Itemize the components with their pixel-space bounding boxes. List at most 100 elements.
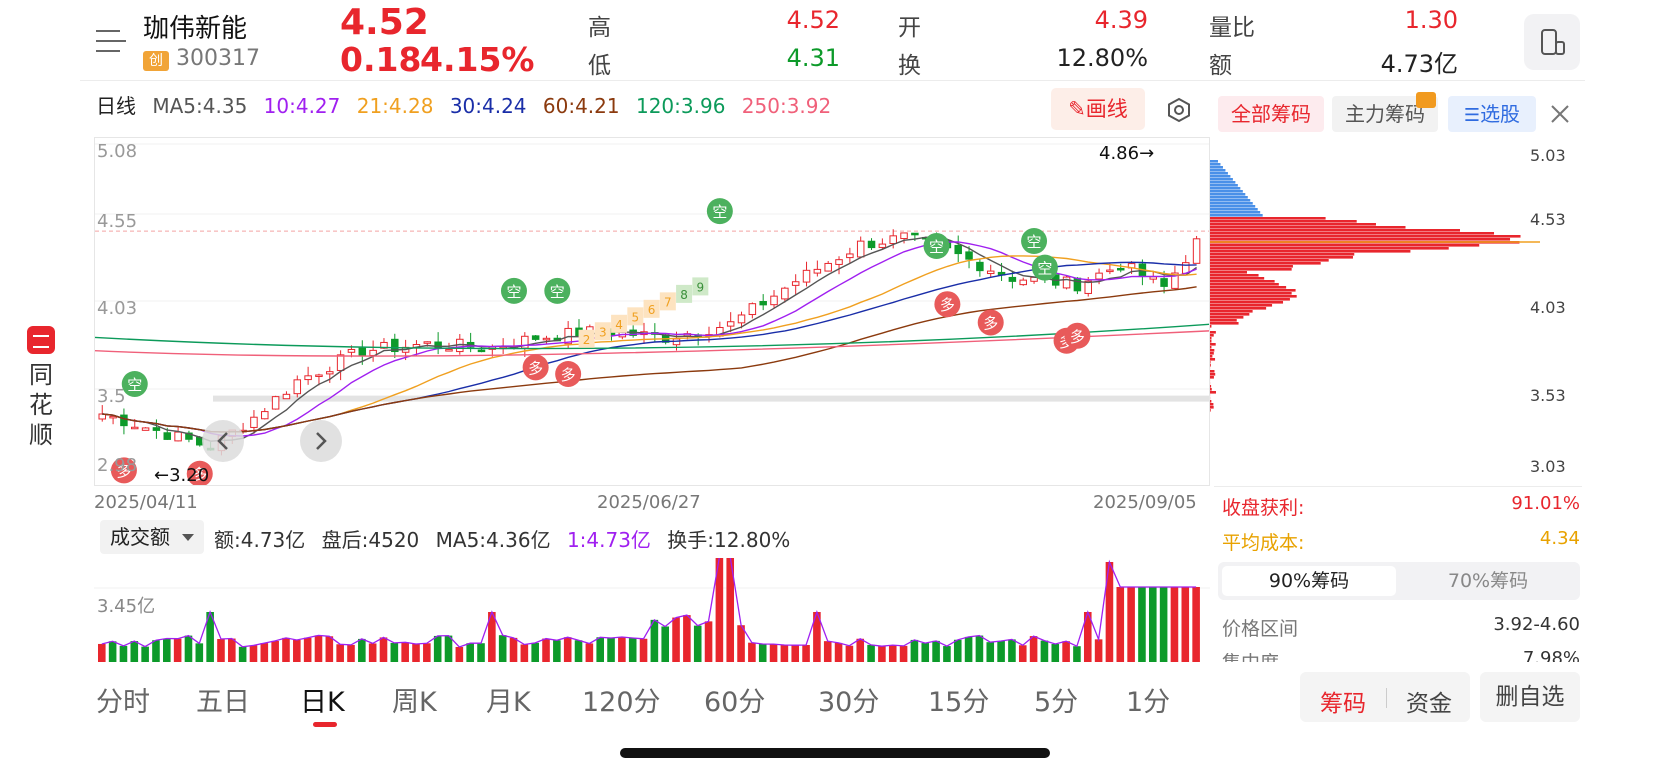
chip-bar: [1210, 202, 1253, 205]
tab-period[interactable]: 分时: [96, 687, 150, 718]
tab-period[interactable]: 30分: [818, 687, 880, 718]
volume-bar: [271, 640, 279, 662]
candle-body: [336, 354, 345, 371]
sequence-number: 9: [697, 280, 705, 294]
candle-body: [477, 349, 486, 353]
tab-period[interactable]: 15分: [928, 687, 990, 718]
candlestick-chart[interactable]: 空多多空空多多空空多多空空多多23456789: [94, 137, 1210, 486]
settings-icon[interactable]: [1166, 97, 1192, 123]
sequence-number: 8: [680, 288, 688, 302]
candle-body: [326, 371, 334, 375]
candle-body: [542, 337, 551, 341]
chip-bar: [1210, 400, 1212, 403]
menu-icon[interactable]: [96, 28, 126, 54]
price-change-pct: 4.15%: [420, 40, 535, 79]
volume-bar: [368, 643, 377, 662]
volume-bar: [639, 638, 648, 662]
device-toggle-button[interactable]: [1524, 14, 1580, 70]
tab-period[interactable]: 120分: [582, 687, 661, 718]
buy-signal-icon: 多: [934, 291, 961, 318]
funds-button[interactable]: 资金: [1406, 691, 1452, 717]
max-price-marker: 4.86→: [1099, 143, 1155, 164]
tab-period[interactable]: 月K: [486, 687, 531, 718]
volume-bar: [390, 642, 399, 662]
volume-bar: [542, 638, 550, 662]
sequence-number: 6: [648, 303, 656, 317]
segment-90-chips[interactable]: 90%筹码: [1222, 566, 1396, 596]
candle-body: [163, 432, 172, 440]
chip-bar: [1210, 238, 1511, 241]
svg-text:空: 空: [506, 283, 521, 301]
ths-logo-icon: [27, 326, 55, 354]
chip-bar: [1210, 406, 1214, 409]
close-icon[interactable]: [1547, 101, 1573, 127]
pencil-icon: ✎: [1068, 97, 1086, 121]
volume-bar: [1181, 587, 1190, 662]
candle-body: [261, 411, 269, 420]
chip-bar: [1210, 208, 1258, 211]
candle-body: [293, 379, 302, 395]
volume-bar: [325, 636, 334, 662]
price-range-label: 价格区间: [1222, 618, 1299, 640]
volume-bar: [585, 643, 594, 662]
stat-label-low: 低: [588, 53, 611, 79]
candle-body: [824, 262, 832, 272]
tab-all-chips[interactable]: 全部筹码: [1218, 96, 1324, 132]
segment-70-chips[interactable]: 70%筹码: [1447, 570, 1529, 592]
brand-name-3: 顺: [29, 421, 53, 449]
brand-name-1: 同: [29, 361, 53, 389]
volume-bar: [1051, 644, 1060, 662]
tab-period[interactable]: 周K: [392, 687, 437, 718]
candle-body: [867, 240, 876, 249]
list-icon: ☰: [1463, 105, 1481, 126]
draw-line-button[interactable]: ✎画线: [1051, 88, 1145, 130]
stat-label-open: 开: [898, 15, 921, 41]
chip-bar: [1210, 199, 1251, 202]
scroll-left-button[interactable]: [202, 420, 244, 462]
volume-item: 额:4.73亿: [214, 528, 306, 552]
volume-bar: [704, 621, 713, 662]
chip-bar: [1210, 409, 1211, 412]
chip-bar: [1210, 175, 1231, 178]
chip-bar: [1210, 343, 1216, 346]
chip-price-tick: 3.53: [1530, 386, 1566, 405]
volume-bar: [444, 635, 453, 662]
profit-value: 91.01%: [1511, 493, 1580, 514]
tab-period[interactable]: 5分: [1034, 687, 1079, 718]
volume-bar: [683, 615, 691, 662]
svg-text:空: 空: [929, 238, 944, 256]
chips-button[interactable]: 筹码: [1320, 691, 1366, 717]
volume-chart[interactable]: [94, 558, 1210, 662]
brand-sidebar[interactable]: 同 花 顺: [24, 326, 58, 450]
volume-bar: [1073, 646, 1081, 662]
candle-body: [98, 413, 107, 420]
candle-body: [976, 261, 984, 272]
header-divider: [80, 80, 1585, 81]
buy-signal-icon: 多: [186, 460, 213, 485]
volume-bar: [509, 637, 518, 662]
volume-indicator-select[interactable]: 成交额: [100, 520, 204, 554]
remove-watchlist-button[interactable]: 删自选: [1480, 672, 1580, 722]
tab-main-chips[interactable]: 主力筹码: [1332, 92, 1438, 132]
tab-period[interactable]: 五日: [196, 687, 250, 718]
tab-period-active[interactable]: 日K: [300, 687, 345, 718]
chip-bar: [1210, 271, 1247, 274]
volume-bar: [336, 644, 344, 662]
volume-bar: [260, 643, 269, 662]
chip-bar: [1210, 373, 1216, 376]
chip-bar: [1210, 163, 1221, 166]
chip-bar: [1210, 385, 1212, 388]
volume-bar: [553, 640, 561, 662]
scroll-right-button[interactable]: [300, 420, 342, 462]
tab-period[interactable]: 60分: [704, 687, 766, 718]
volume-bar: [953, 639, 962, 662]
volume-bar: [1018, 645, 1027, 662]
chevron-left-icon: [217, 432, 228, 450]
candle-body: [315, 374, 323, 377]
tab-stock-pick[interactable]: ☰选股: [1448, 96, 1536, 132]
tab-period[interactable]: 1分: [1126, 687, 1171, 718]
volume-bar: [108, 641, 117, 662]
chip-bar: [1210, 232, 1495, 235]
chip-bar: [1210, 274, 1259, 277]
chip-bar: [1210, 169, 1226, 172]
